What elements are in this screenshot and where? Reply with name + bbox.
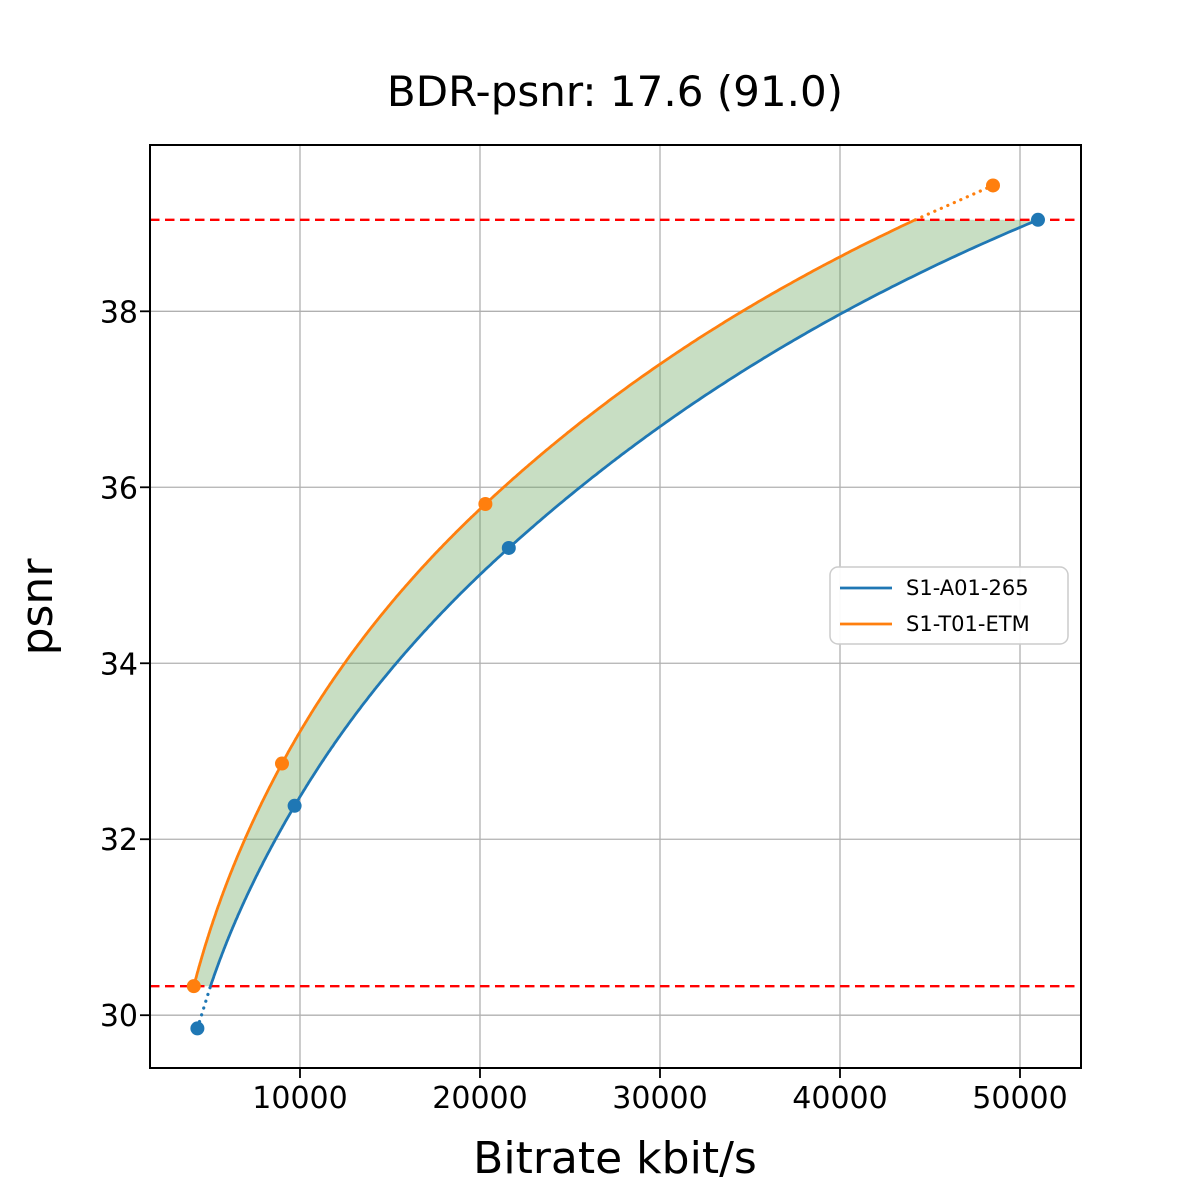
x-axis-label: Bitrate kbit/s xyxy=(473,1133,757,1184)
y-tick-label: 34 xyxy=(100,647,138,682)
bd-interval-lines xyxy=(150,218,1081,988)
data-point-marker xyxy=(274,756,289,771)
series-layer xyxy=(186,178,1045,1036)
y-tick-label: 38 xyxy=(100,295,138,330)
data-point-marker xyxy=(1030,212,1045,227)
x-tick-label: 20000 xyxy=(432,1081,527,1116)
y-tick-label: 32 xyxy=(100,823,138,858)
series-curve-s1-a01-265 xyxy=(209,218,1039,987)
legend-label-s1-t01-etm: S1-T01-ETM xyxy=(906,612,1030,636)
data-point-marker xyxy=(287,798,302,813)
x-tick-label: 30000 xyxy=(612,1081,707,1116)
x-tick-label: 10000 xyxy=(252,1081,347,1116)
data-point-marker xyxy=(985,178,1000,193)
series-curve-s1-t01-etm xyxy=(192,218,916,987)
series-extrapolation-dotted xyxy=(195,984,213,1031)
x-tick-label: 40000 xyxy=(792,1081,887,1116)
y-tick-label: 30 xyxy=(100,999,138,1034)
data-point-marker xyxy=(186,979,201,994)
chart-title: BDR-psnr: 17.6 (91.0) xyxy=(387,67,843,116)
data-point-marker xyxy=(190,1021,205,1036)
x-tick-label: 50000 xyxy=(972,1081,1067,1116)
legend-label-s1-a01-265: S1-A01-265 xyxy=(906,576,1029,600)
data-point-marker xyxy=(478,496,493,511)
y-tick-label: 36 xyxy=(100,471,138,506)
axis-ticks: 10000 20000 30000 40000 50000 30 32 34 36 38 xyxy=(100,295,1068,1116)
data-point-marker xyxy=(501,540,516,555)
y-axis-label: psnr xyxy=(12,558,63,656)
series-extrapolation-dotted xyxy=(913,183,995,222)
plot-border xyxy=(149,144,1082,1069)
legend: S1-A01-265 S1-T01-ETM xyxy=(829,566,1069,645)
